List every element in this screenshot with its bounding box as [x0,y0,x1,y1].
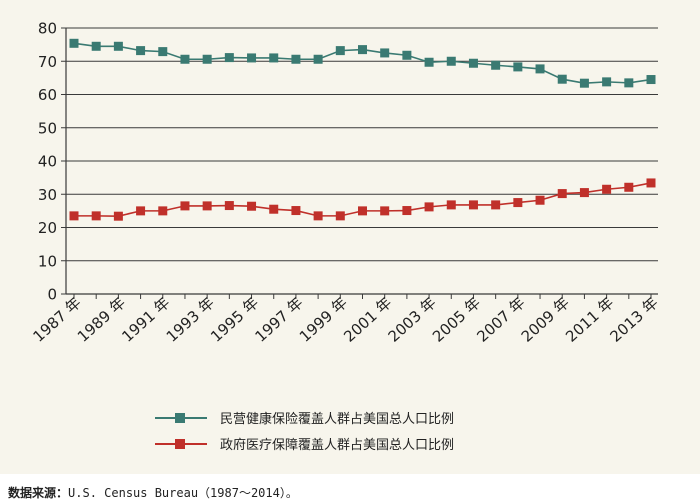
data-point-private-1999 [335,46,345,56]
data-point-private-2013 [646,75,656,85]
data-point-private-2003 [424,57,434,67]
data-point-public-1991 [158,206,168,216]
legend-item-private: 民营健康保险覆盖人群占美国总人口比例 [150,408,650,434]
data-point-public-2002 [402,206,412,216]
source-note: 数据来源：U.S. Census Bureau（1987～2014）。 [8,484,298,501]
data-point-public-2004 [446,200,456,210]
data-point-public-2011 [602,184,612,194]
data-point-public-1993 [202,201,212,211]
legend-marker-private [175,413,185,423]
y-axis-ticks: 0 10 20 30 40 50 60 70 80 [38,20,66,304]
data-point-public-1999 [335,211,345,221]
legend-marker-public [175,439,185,449]
data-point-public-2000 [358,206,367,216]
data-point-private-2010 [579,78,589,88]
data-point-private-2005 [468,58,478,68]
data-point-public-1996 [269,204,279,214]
y-tick-label-40: 40 [38,153,57,171]
data-point-public-2009 [557,189,567,199]
data-point-private-1993 [202,54,212,64]
x-tick-label-2001: 2001 年 [340,294,395,346]
y-tick-label-0: 0 [47,286,57,304]
data-point-public-2013 [646,178,656,188]
data-point-private-1994 [224,53,234,63]
x-tick-label-1989: 1989 年 [74,294,129,346]
y-tick-label-80: 80 [38,20,57,38]
x-tick-label-2009: 2009 年 [518,294,573,346]
data-point-private-1995 [247,53,257,63]
x-tick-label-1993: 1993 年 [163,294,218,346]
x-tick-label-2011: 2011 年 [562,294,617,346]
y-tick-label-20: 20 [38,219,57,237]
data-point-private-1989 [113,41,123,51]
data-point-private-2012 [624,78,634,88]
x-tick-label-2013: 2013 年 [607,294,662,346]
data-point-public-2001 [380,206,390,216]
data-point-public-2010 [579,188,589,198]
legend-item-public: 政府医疗保障覆盖人群占美国总人口比例 [150,434,650,460]
data-point-public-1994 [224,201,234,211]
data-point-private-2001 [380,48,390,58]
data-point-private-2011 [602,77,612,87]
data-point-private-2002 [402,50,412,60]
data-point-private-1996 [269,53,279,63]
data-point-private-1988 [91,41,101,51]
data-point-private-1998 [313,54,323,64]
data-point-private-2000 [358,45,367,55]
data-point-private-2007 [513,62,523,72]
x-tick-label-2003: 2003 年 [385,294,440,346]
data-point-private-2004 [446,56,456,66]
data-point-private-2008 [535,64,545,74]
y-tick-label-60: 60 [38,86,57,104]
legend-label-private: 民营健康保险覆盖人群占美国总人口比例 [220,412,455,427]
data-point-private-2006 [491,60,501,70]
data-point-public-2006 [491,200,501,210]
data-point-public-1988 [91,211,101,221]
y-tick-label-50: 50 [38,119,57,137]
data-point-private-1992 [180,54,190,64]
x-tick-label-2005: 2005 年 [429,294,484,346]
data-point-public-1998 [313,211,323,221]
data-point-public-1987 [69,211,79,221]
data-point-public-2012 [624,182,634,192]
data-point-public-2007 [513,198,523,208]
legend-label-public: 政府医疗保障覆盖人群占美国总人口比例 [220,438,455,453]
x-tick-label-1997: 1997 年 [251,294,306,346]
data-point-public-1992 [180,201,190,211]
data-point-private-1997 [291,54,301,64]
data-point-public-2005 [468,200,478,210]
x-tick-label-1999: 1999 年 [296,294,351,346]
data-point-private-1990 [136,46,146,56]
data-point-public-1995 [247,201,257,211]
x-tick-label-1995: 1995 年 [207,294,262,346]
data-point-public-1989 [113,211,123,221]
data-point-public-1990 [136,206,146,216]
legend: 民营健康保险覆盖人群占美国总人口比例 政府医疗保障覆盖人群占美国总人口比例 [150,408,650,460]
data-point-private-2009 [557,74,567,84]
source-label: 数据来源： [8,486,69,500]
y-tick-label-30: 30 [38,186,57,204]
data-point-private-1987 [69,38,79,48]
data-point-private-1991 [158,47,168,57]
x-tick-label-1991: 1991 年 [118,294,173,346]
series-group [69,38,656,221]
data-point-public-2003 [424,202,434,212]
data-point-public-1997 [291,206,301,216]
grid-lines [65,27,658,295]
x-tick-label-1987: 1987 年 [30,294,85,346]
x-tick-label-2007: 2007 年 [473,294,528,346]
data-point-public-2008 [535,195,545,205]
y-tick-label-70: 70 [38,53,57,71]
y-tick-label-10: 10 [38,252,57,270]
source-text: U.S. Census Bureau（1987～2014）。 [68,486,298,500]
